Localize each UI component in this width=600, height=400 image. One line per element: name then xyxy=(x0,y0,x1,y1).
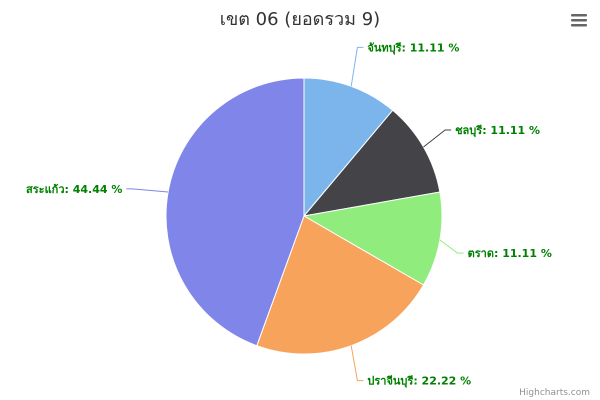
data-label-3: ตราด: 11.11 % xyxy=(468,247,552,260)
data-label-5: สระแก้ว: 44.44 % xyxy=(26,183,122,196)
data-labels: จันทบุรี: 11.11 % ชลบุรี: 11.11 % ตราด: 11… xyxy=(26,41,552,388)
hamburger-menu-icon xyxy=(571,14,587,27)
label-connectors xyxy=(126,46,464,382)
label-connector-3 xyxy=(439,239,464,254)
export-menu-button[interactable] xyxy=(568,8,590,30)
data-label-1: จันทบุรี: 11.11 % xyxy=(367,41,459,55)
data-label-2: ชลบุรี: 11.11 % xyxy=(455,124,540,138)
label-connector-5 xyxy=(126,188,169,193)
pie-slices xyxy=(165,77,443,355)
pie-slice-3[interactable] xyxy=(302,191,443,286)
pie-slice-1[interactable] xyxy=(303,77,394,218)
chart-title: เขต 06 (ยอดรวม 9) xyxy=(220,9,380,30)
pie-slice-4[interactable] xyxy=(256,215,425,355)
label-connector-4 xyxy=(350,345,364,382)
data-label-4: ปราจีนบุรี: 22.22 % xyxy=(367,375,471,389)
label-connector-2 xyxy=(423,129,452,148)
label-connector-1 xyxy=(350,46,364,87)
credits-link[interactable]: Highcharts.com xyxy=(519,388,590,398)
